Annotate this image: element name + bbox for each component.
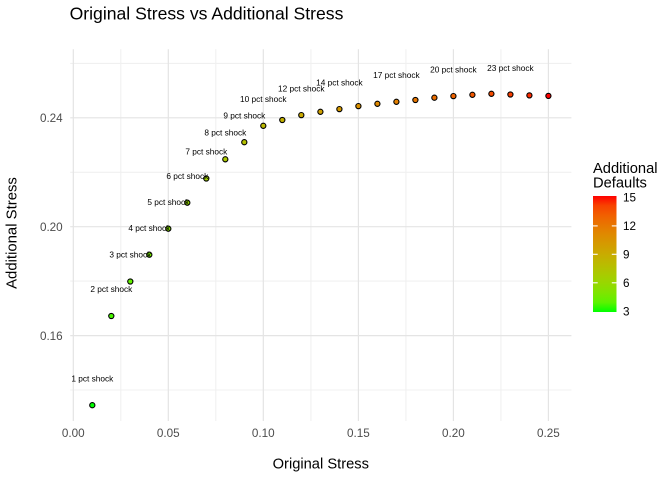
svg-text:3 pct shock: 3 pct shock	[109, 250, 152, 260]
svg-text:6: 6	[623, 277, 630, 290]
svg-text:2 pct shock: 2 pct shock	[90, 284, 133, 294]
svg-text:0.16: 0.16	[40, 330, 63, 343]
svg-text:Additional Stress: Additional Stress	[5, 177, 21, 289]
svg-text:12: 12	[623, 220, 636, 233]
svg-text:4 pct shock: 4 pct shock	[128, 223, 171, 233]
svg-text:9: 9	[623, 249, 630, 262]
svg-text:Original Stress vs Additional: Original Stress vs Additional Stress	[70, 3, 344, 23]
svg-text:7 pct shock: 7 pct shock	[185, 147, 228, 157]
svg-text:6 pct shock: 6 pct shock	[166, 171, 209, 181]
svg-text:0.20: 0.20	[40, 221, 63, 234]
svg-text:Original Stress: Original Stress	[273, 457, 369, 473]
svg-text:0.24: 0.24	[40, 112, 63, 125]
svg-text:17 pct shock: 17 pct shock	[373, 70, 420, 80]
svg-text:0.15: 0.15	[347, 427, 370, 440]
svg-text:23 pct shock: 23 pct shock	[487, 63, 534, 73]
svg-text:0.05: 0.05	[157, 427, 180, 440]
svg-text:0.10: 0.10	[252, 427, 275, 440]
svg-text:9 pct shock: 9 pct shock	[223, 110, 266, 120]
svg-text:20 pct shock: 20 pct shock	[430, 64, 477, 74]
svg-text:Additional: Additional	[593, 161, 658, 177]
svg-text:10 pct shock: 10 pct shock	[240, 94, 287, 104]
svg-text:12 pct shock: 12 pct shock	[278, 83, 325, 93]
svg-text:5 pct shock: 5 pct shock	[147, 197, 190, 207]
svg-text:0.00: 0.00	[62, 427, 85, 440]
svg-text:8 pct shock: 8 pct shock	[204, 128, 247, 138]
svg-text:1 pct shock: 1 pct shock	[71, 373, 114, 383]
svg-text:Defaults: Defaults	[593, 176, 647, 192]
svg-text:3: 3	[623, 306, 630, 319]
svg-text:0.25: 0.25	[537, 427, 560, 440]
svg-text:15: 15	[623, 192, 637, 205]
svg-text:14 pct shock: 14 pct shock	[316, 77, 363, 87]
svg-text:0.20: 0.20	[442, 427, 465, 440]
